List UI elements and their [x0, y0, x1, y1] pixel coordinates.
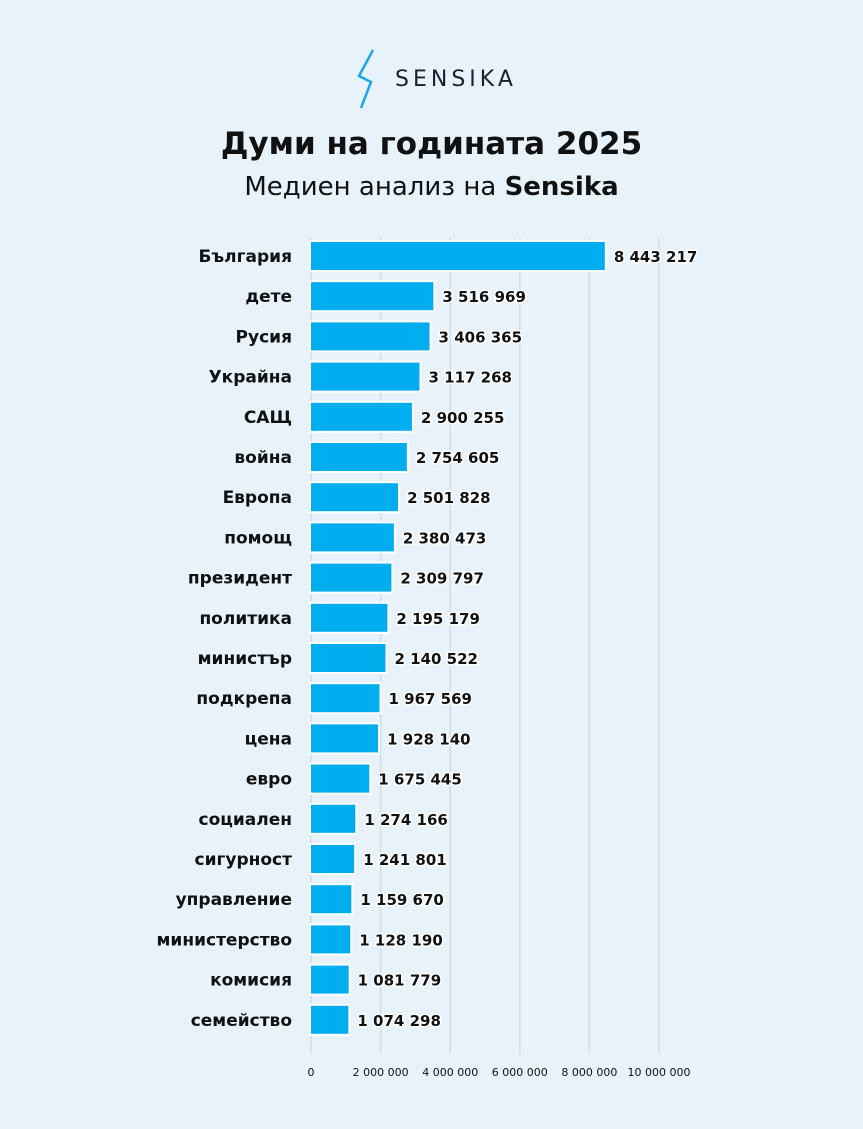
value-label: 3 516 969 — [442, 288, 526, 306]
value-label: 8 443 217 — [614, 248, 698, 266]
bar — [311, 925, 351, 954]
value-label: 2 195 179 — [396, 610, 480, 628]
bar — [311, 724, 379, 753]
chart-subtitle: Медиен анализ на Sensika — [0, 172, 863, 202]
x-tick-label: 10 000 000 — [628, 1066, 691, 1079]
bar — [311, 282, 434, 311]
category-label: социален — [199, 810, 292, 830]
bar — [311, 563, 392, 592]
bar — [311, 845, 355, 873]
value-label: 1 928 140 — [387, 730, 471, 748]
bar — [311, 603, 388, 632]
bar — [311, 1005, 349, 1034]
bar — [311, 443, 407, 471]
bar — [311, 523, 394, 552]
bar — [311, 764, 370, 793]
bar — [311, 402, 412, 431]
logo-text: SENSIKA — [395, 66, 517, 92]
category-label: сигурност — [195, 850, 293, 870]
category-label: подкрепа — [196, 689, 292, 709]
category-label: министър — [198, 649, 292, 669]
x-tick-label: 4 000 000 — [422, 1066, 478, 1079]
value-label: 2 501 828 — [407, 489, 491, 507]
value-label: 2 900 255 — [421, 409, 505, 427]
category-label: война — [234, 448, 292, 468]
subtitle-prefix: Медиен анализ на — [244, 172, 505, 202]
category-label: семейство — [191, 1011, 292, 1031]
value-label: 2 380 473 — [403, 529, 487, 547]
logo: SENSIKA — [355, 48, 517, 110]
category-label: Русия — [236, 327, 292, 347]
category-label: комисия — [210, 971, 292, 991]
bar — [311, 322, 430, 351]
x-tick-label: 2 000 000 — [353, 1066, 409, 1079]
bar — [311, 644, 386, 672]
category-label: политика — [199, 609, 292, 629]
chart-title: Думи на годината 2025 — [220, 126, 643, 162]
category-label: дете — [245, 287, 292, 307]
category-label: помощ — [224, 528, 292, 548]
value-label: 2 309 797 — [400, 570, 484, 588]
value-label: 1 081 779 — [358, 972, 442, 990]
bar — [311, 483, 399, 512]
bar — [311, 684, 380, 713]
value-label: 1 128 190 — [359, 931, 443, 949]
value-label: 3 406 365 — [439, 328, 523, 346]
value-label: 1 241 801 — [363, 851, 447, 869]
bar — [311, 965, 349, 994]
bar — [311, 242, 605, 270]
value-label: 2 754 605 — [416, 449, 500, 467]
x-tick-label: 6 000 000 — [492, 1066, 548, 1079]
value-label: 1 159 670 — [360, 891, 444, 909]
subtitle-brand: Sensika — [504, 172, 619, 202]
bar — [311, 885, 352, 914]
value-label: 1 675 445 — [378, 771, 462, 789]
x-tick-label: 0 — [308, 1066, 315, 1079]
lightning-bolt-icon — [357, 49, 375, 109]
category-label: Украйна — [209, 368, 292, 388]
x-tick-label: 8 000 000 — [561, 1066, 617, 1079]
value-label: 1 074 298 — [357, 1012, 441, 1030]
category-label: министерство — [157, 930, 292, 950]
value-label: 1 967 569 — [388, 690, 472, 708]
value-label: 2 140 522 — [394, 650, 478, 668]
category-label: президент — [188, 569, 292, 589]
category-label: САЩ — [244, 408, 292, 428]
value-label: 3 117 268 — [428, 369, 512, 387]
bar — [311, 362, 420, 391]
category-label: цена — [245, 729, 292, 749]
bar — [311, 804, 356, 833]
category-label: България — [198, 247, 292, 267]
category-label: управление — [176, 890, 292, 910]
category-label: Европа — [223, 488, 292, 508]
value-label: 1 274 166 — [364, 811, 448, 829]
category-label: евро — [246, 770, 292, 790]
